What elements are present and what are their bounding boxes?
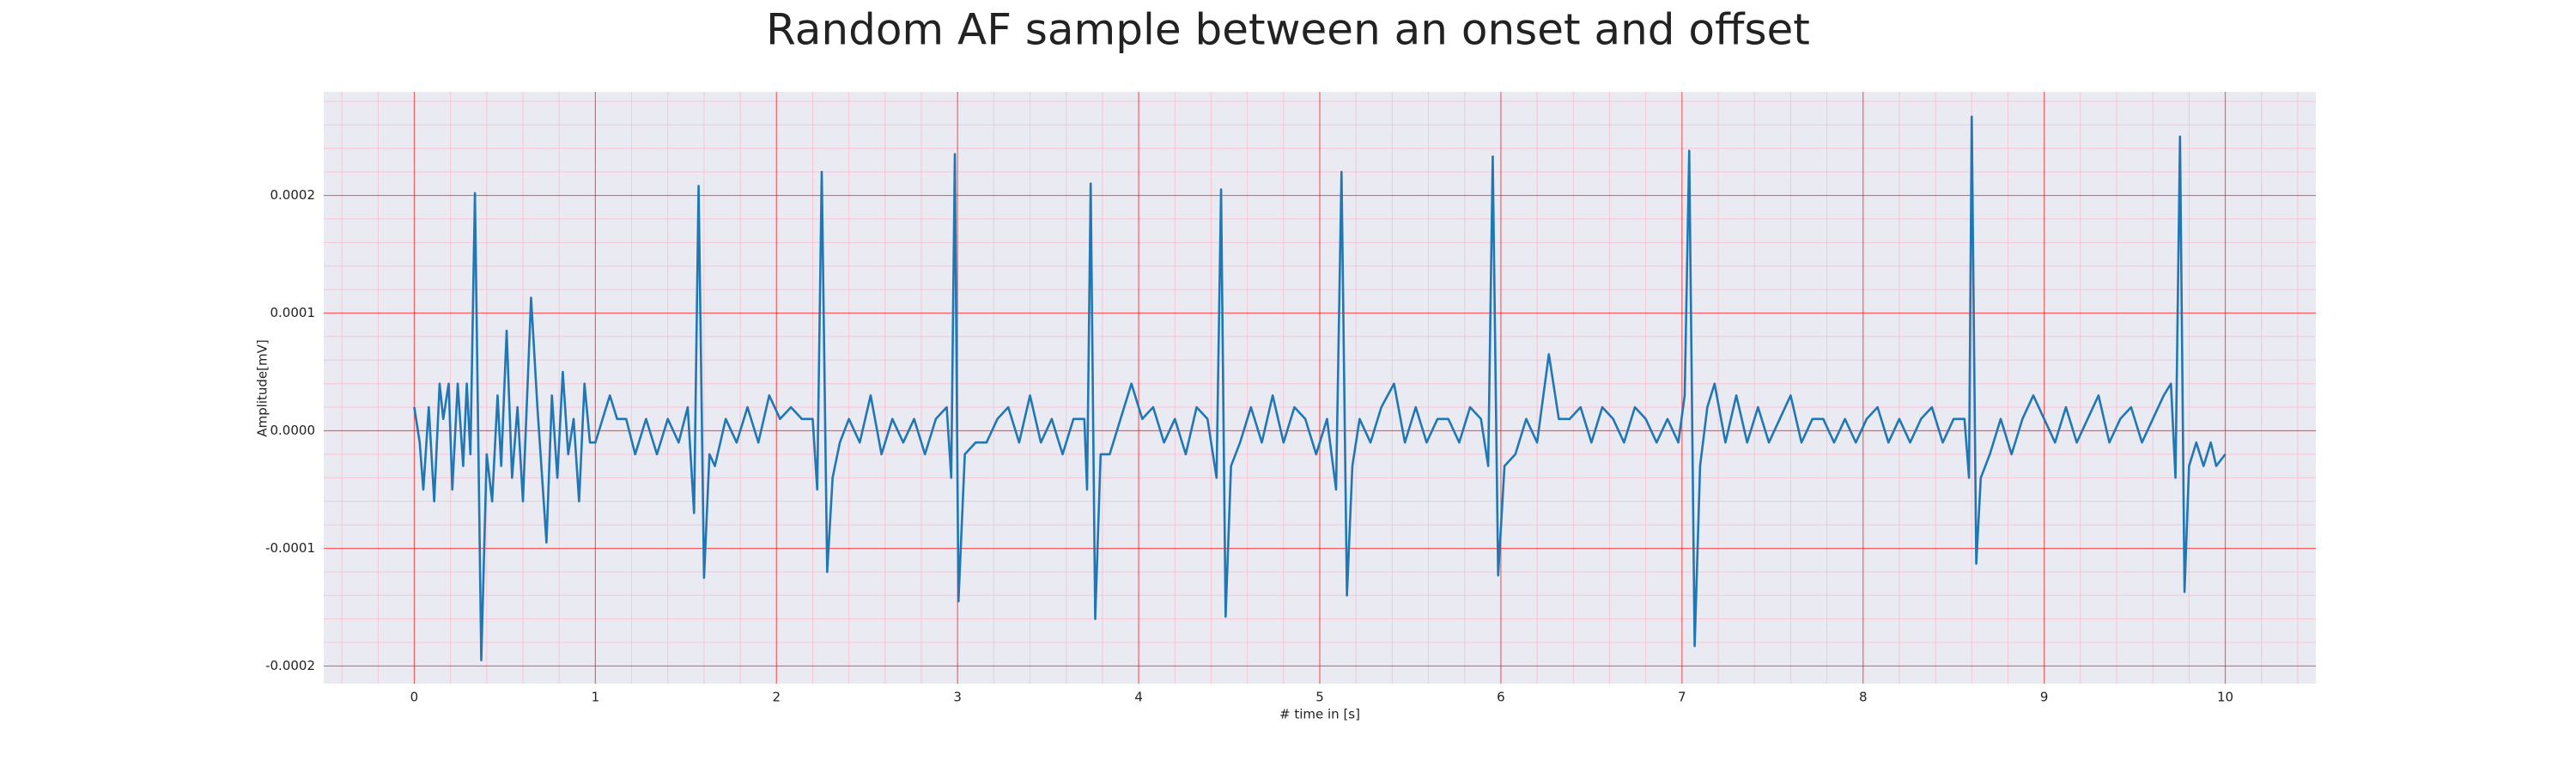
x-tick-label: 0 <box>410 690 419 705</box>
y-tick-label: -0.0002 <box>265 658 315 673</box>
y-tick-label: 0.0000 <box>270 423 316 438</box>
x-tick-label: 8 <box>1859 690 1868 705</box>
x-tick-label: 10 <box>2217 690 2233 705</box>
x-tick-label: 1 <box>592 690 600 705</box>
x-tick-label: 9 <box>2040 690 2049 705</box>
x-axis-label: # time in [s] <box>1279 707 1360 722</box>
y-tick-label: 0.0002 <box>270 187 316 203</box>
x-tick-label: 4 <box>1134 690 1143 705</box>
x-tick-label: 2 <box>772 690 781 705</box>
x-tick-label: 3 <box>953 690 962 705</box>
y-axis-label: Amplitude[mV] <box>255 339 270 436</box>
signal-line <box>413 115 2227 661</box>
chart-title: Random AF sample between an onset and of… <box>766 5 1810 55</box>
x-tick-label: 6 <box>1497 690 1505 705</box>
y-tick-label: 0.0001 <box>270 305 316 320</box>
x-tick-label: 5 <box>1315 690 1324 705</box>
x-tick-label: 7 <box>1678 690 1686 705</box>
y-tick-label: -0.0001 <box>265 540 315 556</box>
